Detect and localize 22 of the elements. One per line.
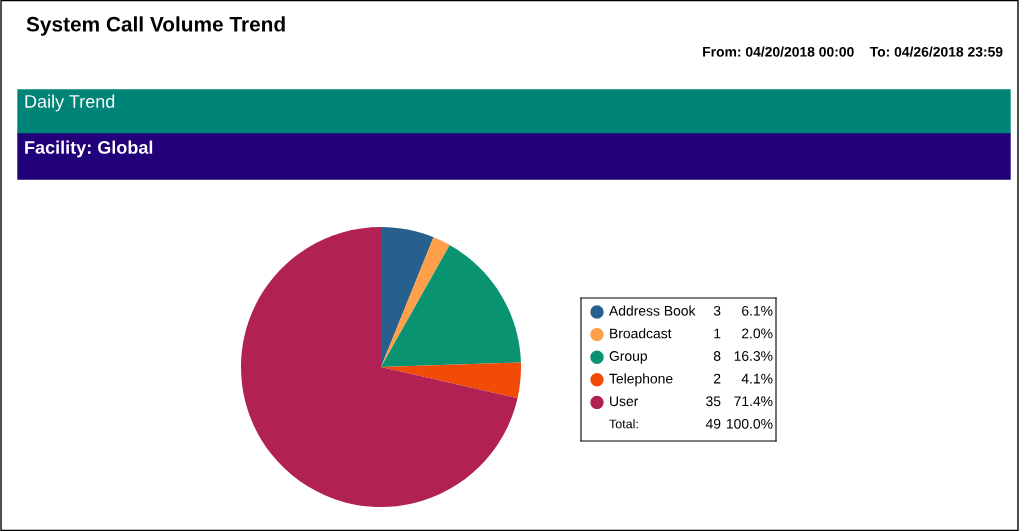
pie-slice xyxy=(381,237,450,367)
legend-label: Telephone xyxy=(609,373,673,387)
text: From: 04/20/2018 00:00 To: 04/26/2018 23:59 xyxy=(703,46,1003,57)
text: Facility: Global xyxy=(25,140,153,158)
text: Total: xyxy=(609,419,638,429)
pie-slice xyxy=(381,245,521,367)
text: 2 4.1% xyxy=(713,373,773,384)
data-label: 35 71.4% xyxy=(706,396,773,407)
text: Daily Trend xyxy=(25,94,115,112)
text: 100.0% xyxy=(726,418,773,429)
pie-slice xyxy=(381,362,521,399)
chart-title: System Call Volume Trend xyxy=(26,16,285,36)
pie-slice xyxy=(241,227,518,507)
legend-label: Broadcast xyxy=(610,328,672,339)
legend-label: Address Book xyxy=(609,305,696,316)
text: 49 xyxy=(705,418,721,429)
text: 1 2.0% xyxy=(714,328,773,339)
data-label: 8 16.3% xyxy=(713,351,773,361)
legend-label: User xyxy=(610,396,639,407)
legend-label: Group xyxy=(609,351,648,364)
pie-slice xyxy=(381,227,434,367)
text: 3 6.1% xyxy=(713,305,773,316)
